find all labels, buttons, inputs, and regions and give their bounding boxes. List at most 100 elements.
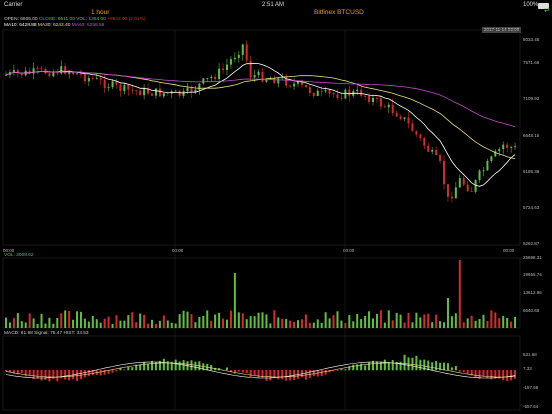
candle bbox=[87, 77, 90, 82]
macd-bar bbox=[72, 370, 75, 380]
candle bbox=[222, 68, 225, 70]
price-tick: 6186.39 bbox=[523, 169, 540, 174]
volume-bar bbox=[182, 310, 185, 328]
volume-bar bbox=[462, 322, 465, 328]
macd-bar bbox=[123, 369, 126, 371]
macd-bar bbox=[379, 361, 382, 371]
volume-bar bbox=[375, 313, 378, 328]
ohlc-info: OPEN: 6605.00 CLOSE: 6611.00 VOL: 1364.0… bbox=[4, 17, 145, 23]
volume-bar bbox=[5, 317, 7, 328]
macd-bar bbox=[5, 370, 7, 372]
macd-bar bbox=[107, 370, 110, 374]
orientation-icon[interactable]: ⇄ bbox=[544, 7, 550, 14]
volume-bar bbox=[190, 314, 193, 328]
candle bbox=[265, 79, 268, 82]
macd-bar bbox=[454, 365, 457, 371]
volume-bar bbox=[28, 313, 31, 328]
candle bbox=[514, 146, 517, 148]
candle bbox=[482, 170, 485, 172]
volume-bar bbox=[44, 323, 47, 328]
macd-bar bbox=[194, 361, 197, 371]
macd-bar bbox=[352, 364, 355, 371]
macd-bar bbox=[36, 370, 39, 379]
time-tick: 00:00 bbox=[3, 248, 15, 253]
volume-bar bbox=[277, 317, 280, 328]
volume-bar bbox=[360, 319, 363, 328]
volume-bar bbox=[222, 318, 225, 328]
volume-bar bbox=[293, 321, 296, 328]
volume-bar bbox=[289, 320, 292, 328]
volume-bar bbox=[32, 318, 35, 328]
volume-bar bbox=[241, 313, 244, 328]
volume-bar bbox=[95, 319, 98, 328]
volume-bar bbox=[415, 312, 418, 328]
volume-tick: 19655.74 bbox=[523, 272, 542, 277]
macd-bar bbox=[285, 370, 288, 381]
volume-bar bbox=[214, 314, 217, 328]
candle bbox=[510, 147, 513, 148]
macd-bar bbox=[40, 370, 43, 381]
volume-bar bbox=[344, 323, 347, 328]
candle bbox=[229, 59, 232, 65]
macd-bar bbox=[348, 366, 351, 371]
volume-bar bbox=[474, 320, 477, 328]
volume-bar bbox=[261, 312, 264, 328]
macd-bar bbox=[170, 361, 173, 371]
volume-bar bbox=[368, 311, 371, 328]
volume-bar bbox=[87, 321, 90, 328]
candle bbox=[103, 79, 106, 89]
candle bbox=[40, 68, 43, 70]
volume-bar bbox=[427, 313, 430, 328]
volume-bar bbox=[320, 322, 323, 328]
volume-bar bbox=[300, 319, 303, 328]
candle bbox=[383, 106, 386, 108]
volume-bar bbox=[210, 320, 213, 328]
ma30-value: MA30: 6242.40 bbox=[37, 23, 71, 28]
macd-bar bbox=[320, 370, 323, 377]
volume-bar bbox=[281, 318, 284, 328]
macd-bar bbox=[233, 370, 236, 374]
volume-bar bbox=[91, 315, 94, 328]
volume-bar bbox=[379, 310, 382, 328]
volume-bar bbox=[514, 316, 517, 328]
candle bbox=[214, 76, 217, 80]
macd-bar bbox=[32, 370, 35, 380]
macd-bar bbox=[466, 370, 469, 374]
volume-bar bbox=[332, 315, 335, 328]
macd-bar bbox=[174, 359, 177, 371]
volume-bar bbox=[340, 320, 343, 328]
macd-bar bbox=[103, 370, 106, 375]
macd-bar bbox=[324, 370, 327, 375]
volume-bar bbox=[111, 323, 114, 328]
macd-bar bbox=[241, 370, 244, 373]
macd-bar bbox=[162, 358, 165, 371]
volume-bar bbox=[328, 318, 331, 328]
macd-bar bbox=[131, 367, 134, 371]
macd-bar bbox=[83, 370, 86, 378]
price-tick: 7571.66 bbox=[523, 60, 540, 65]
price-tick: 5262.87 bbox=[523, 241, 540, 246]
macd-bar bbox=[383, 359, 386, 371]
interval-selector[interactable]: 1 hour bbox=[91, 9, 110, 16]
volume-bar bbox=[297, 320, 300, 328]
macd-bar bbox=[490, 370, 493, 380]
candle bbox=[320, 90, 323, 92]
macd-bar bbox=[427, 360, 430, 371]
macd-bar bbox=[87, 370, 90, 377]
volume-bar bbox=[115, 315, 118, 328]
candle bbox=[91, 77, 94, 79]
macd-label: MACD: 61.98 Signal: 75.47 HIST: 33.53 bbox=[4, 331, 89, 336]
candle bbox=[60, 66, 63, 74]
candle bbox=[162, 93, 165, 97]
macd-bar bbox=[261, 370, 264, 378]
volume-bar bbox=[324, 312, 327, 328]
candle bbox=[387, 104, 390, 108]
volume-bar bbox=[68, 310, 71, 328]
candle bbox=[119, 84, 122, 92]
ma30-line bbox=[5, 71, 516, 160]
volume-bar bbox=[99, 322, 102, 328]
macd-bar bbox=[289, 370, 292, 381]
volume-bar bbox=[450, 316, 453, 328]
ma10-line bbox=[5, 62, 516, 187]
